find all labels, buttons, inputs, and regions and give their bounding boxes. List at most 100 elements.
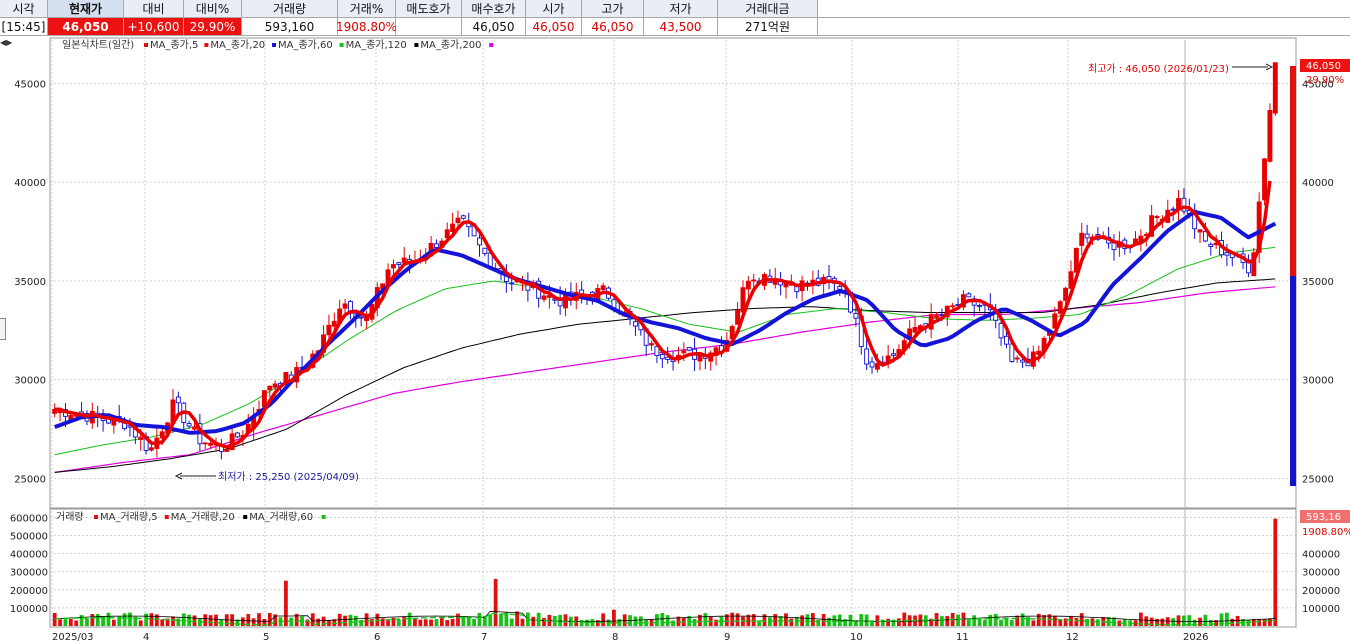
candle-up <box>455 217 461 224</box>
volume-bar <box>1214 620 1219 626</box>
candle-up <box>149 447 154 451</box>
volume-bar <box>864 614 869 626</box>
price-tick-left: 40000 <box>14 178 46 189</box>
ma-line-black <box>54 278 1276 473</box>
scroll-arrows-icon[interactable]: ◀▶ <box>0 38 13 47</box>
volume-bar <box>558 614 563 626</box>
volume-bar <box>370 619 374 626</box>
volume-bar <box>1085 618 1089 626</box>
side-toggle-handle[interactable] <box>0 318 6 340</box>
volume-bar <box>1009 620 1014 626</box>
legend-entry: MA_종가,200 <box>420 39 481 51</box>
volume-bar <box>95 613 100 626</box>
candle-up <box>1272 62 1278 114</box>
volume-bar <box>870 620 874 626</box>
candle-down <box>482 247 488 255</box>
volume-bar <box>122 613 127 626</box>
volume-bar <box>466 616 471 626</box>
candle-up <box>208 442 214 446</box>
volume-bar <box>380 618 385 626</box>
volume-bar <box>1235 615 1240 626</box>
volume-bar <box>633 616 638 626</box>
candle-up <box>159 431 165 439</box>
candle-up <box>331 320 337 327</box>
volume-bar <box>310 613 315 626</box>
volume-bar <box>660 612 665 626</box>
volume-bar <box>773 614 778 626</box>
candle-up <box>202 442 208 445</box>
price-tick-left: 30000 <box>14 376 46 387</box>
candle-up <box>1063 287 1069 301</box>
candle-up <box>934 315 939 318</box>
price-tick-right: 35000 <box>1302 277 1334 288</box>
candle-up <box>751 279 757 282</box>
volume-bar <box>1015 615 1020 626</box>
volume-bar <box>499 613 503 626</box>
volume-bar <box>724 614 729 626</box>
volume-legend: 거래량 MA_거래량,5 MA_거래량,20 MA_거래량,60 <box>56 511 326 523</box>
date-tick: 10 <box>850 632 863 643</box>
value-bid: 46,050 <box>462 18 526 36</box>
volume-bar <box>327 620 331 626</box>
volume-bar <box>391 617 396 626</box>
volume-tick-left: 600000 <box>10 513 48 524</box>
volume-bar <box>407 612 412 626</box>
volume-bar <box>418 619 423 626</box>
price-legend: 일본식차트(일간) MA_종가,5 MA_종가,20 MA_종가,60 MA_종가,1… <box>62 39 494 51</box>
volume-bar <box>810 613 815 626</box>
volume-bar <box>439 618 444 626</box>
candle-up <box>391 264 396 269</box>
candle-down <box>853 312 859 319</box>
date-tick: 5 <box>263 632 269 643</box>
volume-tick-left: 100000 <box>10 604 48 615</box>
label-volume-pct: 거래% <box>338 0 396 18</box>
volume-bar <box>746 614 751 626</box>
value-trade-amount: 271억원 <box>718 18 818 36</box>
volume-bar <box>482 615 487 626</box>
stock-chart[interactable]: 일본식차트(일간) MA_종가,5 MA_종가,20 MA_종가,60 MA_종가,1… <box>0 36 1350 643</box>
candle-up <box>1154 216 1160 219</box>
current-price-tag: 46,050 29.90% <box>1300 59 1350 86</box>
candle-down <box>1202 231 1208 242</box>
volume-bar <box>1079 613 1084 626</box>
legend-title: 일본식차트(일간) <box>62 39 134 51</box>
volume-bar <box>1203 614 1208 626</box>
volume-bar <box>509 618 514 626</box>
value-open: 46,050 <box>526 18 582 36</box>
low-arrow-icon <box>174 472 183 480</box>
price-tick-right: 45000 <box>1302 79 1334 90</box>
header-empty <box>818 0 1350 18</box>
volume-bar <box>563 614 568 626</box>
volume-bar <box>972 615 977 626</box>
volume-bar <box>1171 618 1176 626</box>
volume-bar <box>692 619 697 626</box>
volume-bar <box>784 613 788 626</box>
volume-bar <box>106 612 111 626</box>
date-tick: 2025/03 <box>52 632 94 643</box>
volume-bar <box>396 619 401 626</box>
high-arrow-icon <box>1265 63 1274 71</box>
candle-up <box>1251 252 1257 277</box>
volume-bar <box>160 619 165 626</box>
legend-swatch <box>94 515 98 519</box>
volume-bar <box>154 614 159 626</box>
volume-bar <box>423 619 428 626</box>
candle-up <box>283 372 289 385</box>
volume-bar <box>461 616 466 626</box>
candle-up <box>1068 271 1074 289</box>
volume-bar <box>1117 620 1122 626</box>
grid-lines <box>50 40 1296 626</box>
volume-bar <box>343 615 347 626</box>
legend-entry: MA_종가,20 <box>210 39 265 51</box>
date-tick: 7 <box>481 632 487 643</box>
volume-bar <box>79 615 84 626</box>
candle-down <box>235 432 240 438</box>
volume-legend-entry: MA_거래량,60 <box>249 511 313 523</box>
volume-bar <box>531 616 536 626</box>
volume-tick-left: 500000 <box>10 532 48 543</box>
volume-bar <box>897 618 901 626</box>
volume-bar <box>364 613 369 626</box>
short-moving-averages <box>54 180 1277 449</box>
volume-bar <box>472 618 476 626</box>
volume-bar <box>622 614 627 626</box>
